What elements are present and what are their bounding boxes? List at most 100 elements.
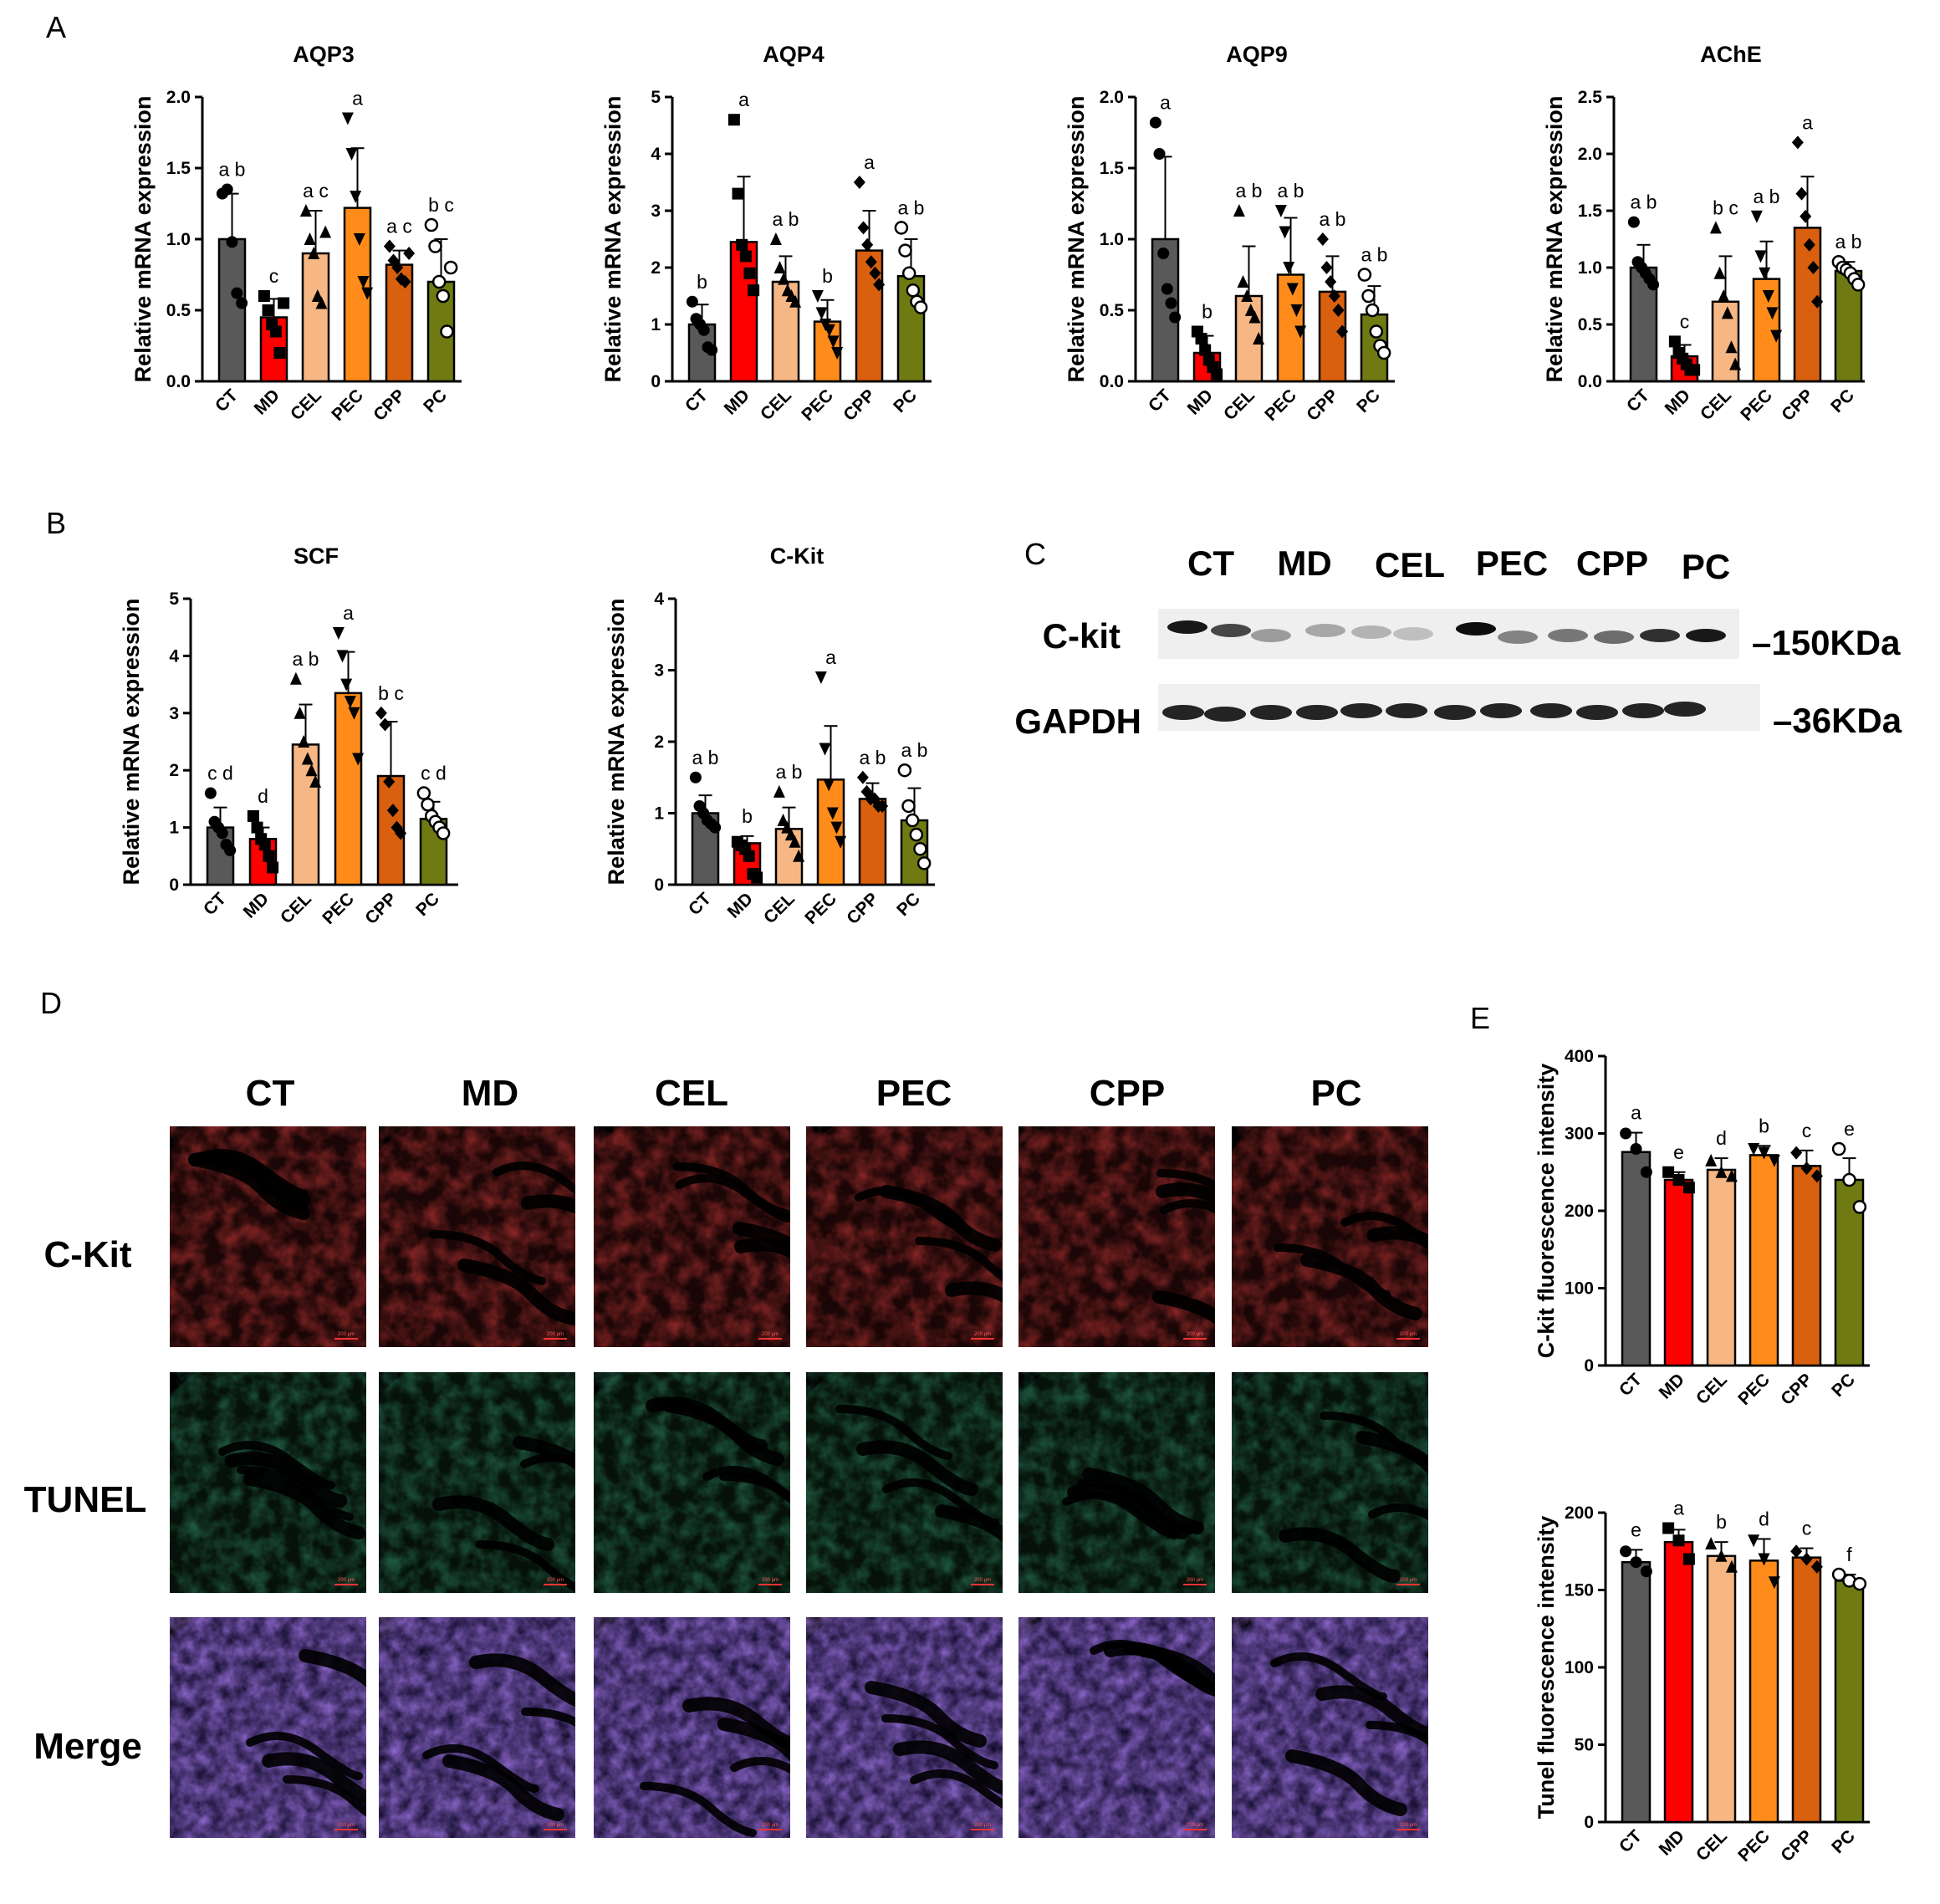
data-point [428, 239, 442, 253]
bar-pec [334, 692, 363, 886]
significance-label: a b [1361, 244, 1388, 266]
y-tick-label: 100 [1565, 1658, 1594, 1677]
data-point [344, 696, 356, 709]
wb-band-ckit [1211, 624, 1251, 637]
data-point [1768, 1576, 1780, 1590]
x-tick-label: CPP [840, 385, 879, 425]
micro-row-merge: Merge [33, 1726, 142, 1767]
data-point [348, 707, 360, 720]
data-point [1153, 148, 1166, 160]
x-tick-label: MD [240, 889, 273, 921]
data-point [1725, 1169, 1738, 1182]
micro-col-cpp: CPP [1090, 1073, 1165, 1114]
data-point [1647, 278, 1660, 291]
y-tick-label: 4 [169, 646, 179, 666]
data-point [905, 813, 920, 828]
wb-band-ckit [1686, 629, 1726, 642]
wb-group-cel: CEL [1375, 545, 1445, 584]
tissue-fold [935, 1504, 1003, 1544]
data-point [1768, 1154, 1780, 1167]
tissue-fold [283, 1775, 366, 1817]
data-point [901, 266, 916, 281]
data-point [1791, 135, 1804, 150]
data-point [1800, 1161, 1813, 1176]
data-point [1762, 290, 1774, 303]
micrograph-merge-pec: 200 μm [806, 1617, 1003, 1838]
scale-bar-label: 200 μm [974, 1578, 991, 1583]
data-point [778, 272, 790, 285]
y-tick-label: 0.0 [166, 372, 191, 391]
tissue-fold [262, 1752, 366, 1805]
data-point [424, 217, 439, 232]
significance-label: a b [898, 197, 925, 218]
bar-pec [1749, 1559, 1779, 1824]
wb-band-gapdh [1204, 707, 1246, 722]
data-point [1842, 1172, 1856, 1187]
tissue-fold [218, 1441, 335, 1489]
data-point [1640, 1166, 1652, 1178]
tissue-fold [520, 1453, 575, 1468]
data-point [898, 243, 912, 258]
data-point [1165, 297, 1177, 309]
data-point [1811, 294, 1824, 309]
data-point [1279, 226, 1291, 239]
data-point [1759, 267, 1771, 280]
data-point [1718, 289, 1730, 302]
data-point [1211, 368, 1223, 380]
micrograph-tunel-md: 200 μm [379, 1372, 575, 1593]
significance-label: a b [1631, 191, 1657, 213]
wb-band-gapdh [1530, 703, 1572, 718]
y-tick-label: 2.5 [1578, 88, 1603, 107]
y-tick-label: 100 [1565, 1279, 1594, 1299]
tissue-fold [1367, 1226, 1428, 1250]
x-tick-label: CT [1145, 385, 1175, 416]
x-tick-label: CEL [1692, 1370, 1731, 1408]
wb-band-gapdh [1664, 702, 1706, 717]
significance-label: a [1631, 1102, 1641, 1124]
significance-label: b [1759, 1115, 1769, 1136]
micrograph-c-kit-pec: 200 μm [806, 1126, 1003, 1347]
y-tick-label: 0 [654, 875, 664, 895]
significance-label: c d [421, 763, 447, 784]
data-point [298, 735, 310, 748]
bar-ct [1621, 1560, 1652, 1824]
significance-label: a b [219, 159, 246, 181]
panel-letter-d: D [40, 986, 62, 1020]
y-tick-label: 0.0 [1578, 372, 1602, 391]
data-point [1750, 210, 1763, 223]
data-point [1195, 333, 1207, 345]
micrograph-tunel-pec: 200 μm [806, 1372, 1003, 1593]
data-point [352, 753, 365, 766]
tissue-fold [717, 1718, 790, 1762]
significance-label: d [1759, 1508, 1769, 1529]
micrograph-merge-cpp: 200 μm [1018, 1617, 1215, 1838]
data-point [1748, 1534, 1760, 1548]
x-tick-label: CPP [1777, 1826, 1816, 1866]
tissue-fold [188, 1153, 310, 1220]
data-point [1725, 1559, 1738, 1573]
x-tick-label: MD [1656, 1370, 1688, 1402]
y-tick-label: 1.0 [1578, 258, 1602, 278]
tissue-fold [835, 1405, 952, 1460]
significance-label: a b [293, 648, 319, 670]
data-point [1810, 1559, 1823, 1574]
micrograph-c-kit-pc: 200 μm [1232, 1126, 1428, 1347]
y-tick-label: 1.0 [166, 230, 191, 249]
data-point [815, 307, 828, 320]
bar-cpp [855, 249, 884, 383]
tissue-fold [1137, 1644, 1215, 1692]
x-tick-label: CT [1616, 1370, 1646, 1400]
y-axis-title: Tunel fluorescence intensity [1534, 1516, 1559, 1820]
data-point [305, 763, 318, 777]
data-point [1803, 237, 1815, 252]
scale-bar-label: 200 μm [1187, 1332, 1203, 1337]
data-point [273, 347, 286, 359]
x-tick-label: CEL [1697, 385, 1735, 424]
x-tick-label: CT [1616, 1826, 1646, 1856]
data-point [1237, 275, 1249, 288]
chart-title: AQP4 [763, 42, 824, 67]
data-point [1758, 1553, 1770, 1566]
tissue-fold [475, 1540, 575, 1592]
significance-label: a b [901, 739, 928, 761]
data-point [231, 287, 243, 299]
